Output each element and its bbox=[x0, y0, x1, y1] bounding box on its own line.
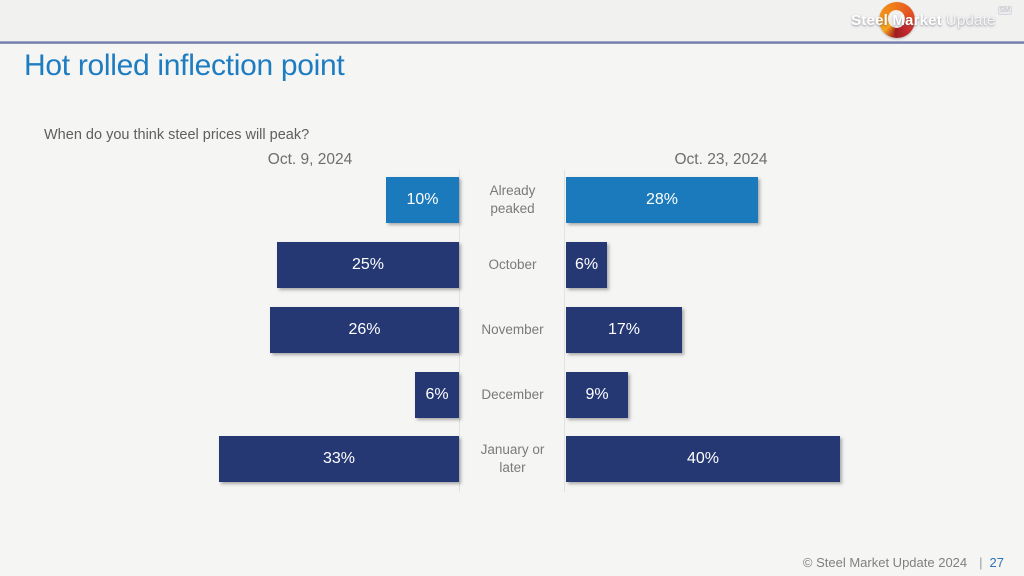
bar-value-label: 9% bbox=[585, 386, 609, 403]
page-title: Hot rolled inflection point bbox=[24, 49, 345, 82]
footer-page-number: 27 bbox=[989, 555, 1004, 570]
left-axis-baseline bbox=[459, 170, 460, 492]
bar-value-label: 26% bbox=[348, 321, 381, 338]
logo-trademark: SM bbox=[997, 6, 1012, 15]
bar-value-label: 6% bbox=[425, 386, 449, 403]
header-divider bbox=[0, 41, 1024, 44]
bar-right-4: 40% bbox=[566, 436, 840, 482]
category-label-1: October bbox=[488, 257, 537, 273]
bar-right-1: 6% bbox=[566, 242, 607, 288]
bar-right-3: 9% bbox=[566, 372, 628, 418]
slide-footer: © Steel Market Update 2024 | 27 bbox=[803, 555, 1004, 570]
bar-value-label: 6% bbox=[574, 256, 599, 273]
bar-left-2: 26% bbox=[270, 307, 459, 353]
bar-value-label: 10% bbox=[406, 191, 439, 208]
category-label-2: November bbox=[481, 322, 544, 338]
header-band bbox=[0, 0, 1024, 41]
bar-value-label: 40% bbox=[686, 450, 720, 467]
footer-separator: | bbox=[979, 555, 983, 570]
column-header-right: Oct. 23, 2024 bbox=[674, 151, 768, 168]
category-label-4: January or later bbox=[480, 442, 545, 475]
bar-right-0: 28% bbox=[566, 177, 758, 223]
category-label-0: Already peaked bbox=[489, 183, 536, 216]
right-axis-baseline bbox=[564, 170, 565, 492]
logo-text-bold: Steel Market bbox=[851, 12, 942, 29]
bar-value-label: 28% bbox=[645, 191, 679, 208]
smu-logo: Steel Market Update SM bbox=[851, 0, 1012, 41]
bar-left-4: 33% bbox=[219, 436, 459, 482]
bar-left-1: 25% bbox=[277, 242, 459, 288]
smu-logo-text: Steel Market Update bbox=[851, 12, 995, 29]
bar-right-2: 17% bbox=[566, 307, 682, 353]
bar-left-3: 6% bbox=[415, 372, 459, 418]
bar-value-label: 17% bbox=[607, 321, 641, 338]
category-label-3: December bbox=[481, 387, 544, 403]
logo-text-light: Update bbox=[945, 12, 996, 29]
bar-value-label: 25% bbox=[351, 256, 385, 273]
bar-left-0: 10% bbox=[386, 177, 459, 223]
footer-copyright: © Steel Market Update 2024 bbox=[802, 555, 968, 570]
bar-value-label: 33% bbox=[322, 450, 356, 467]
smu-logo-swirl-icon bbox=[879, 2, 916, 38]
chart-question: When do you think steel prices will peak… bbox=[44, 127, 310, 143]
column-header-left: Oct. 9, 2024 bbox=[267, 151, 353, 168]
